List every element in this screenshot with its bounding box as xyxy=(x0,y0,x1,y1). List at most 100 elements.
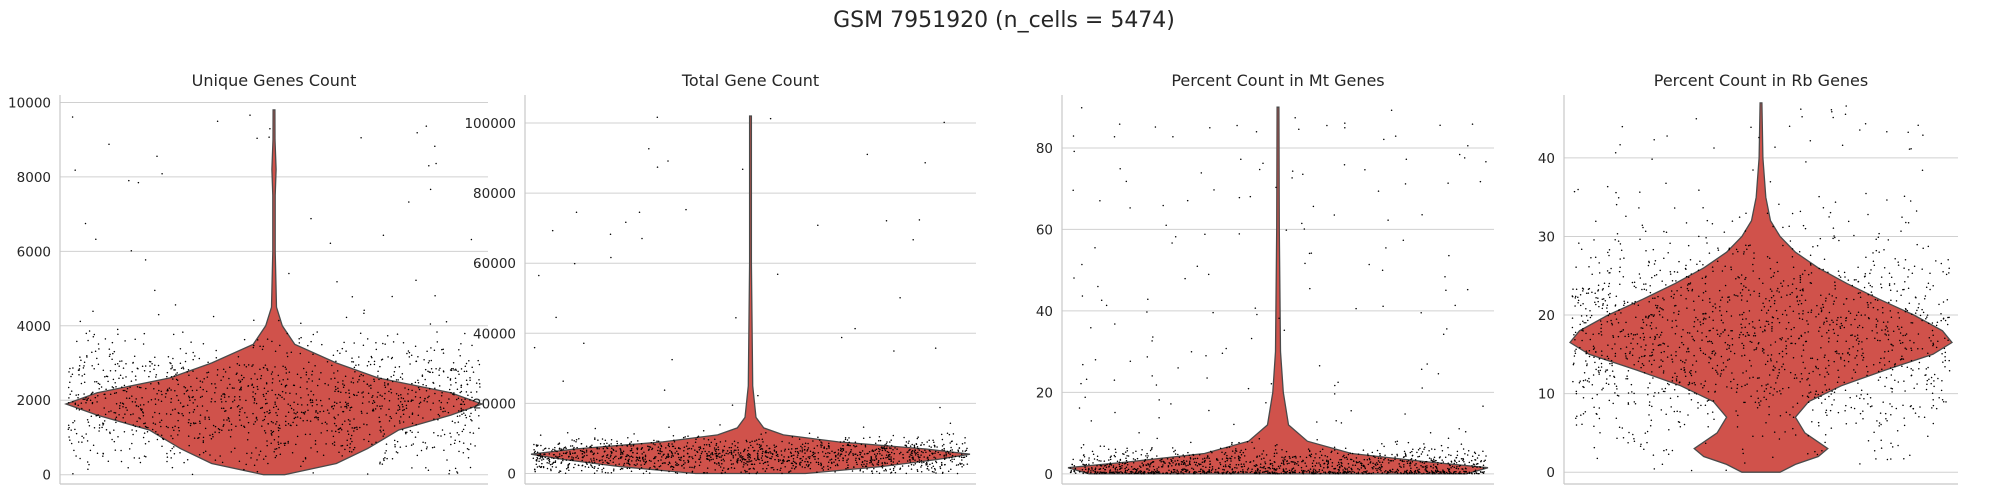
cell-point xyxy=(1318,365,1321,367)
cell-point xyxy=(276,420,278,423)
cell-point xyxy=(1094,359,1097,361)
cell-point xyxy=(892,467,895,470)
cell-point xyxy=(285,368,287,370)
cell-point xyxy=(1106,463,1108,466)
cell-point xyxy=(88,463,90,466)
cell-point xyxy=(350,434,353,437)
cell-point xyxy=(107,460,110,463)
cell-point xyxy=(224,371,227,373)
cell-point xyxy=(288,371,291,373)
cell-point xyxy=(1482,472,1485,474)
cell-point xyxy=(580,442,583,445)
cell-point xyxy=(854,446,856,448)
cell-point xyxy=(615,455,617,458)
cell-point xyxy=(1188,454,1191,457)
cell-point xyxy=(1200,468,1202,470)
cell-point xyxy=(831,450,833,453)
cell-point xyxy=(1147,455,1149,457)
cell-point xyxy=(1448,468,1450,471)
cell-point xyxy=(460,403,463,405)
cell-point xyxy=(1613,383,1616,385)
cell-point xyxy=(397,404,400,407)
cell-point xyxy=(1926,379,1929,382)
cell-point xyxy=(699,447,702,449)
cell-point xyxy=(776,453,779,456)
cell-point xyxy=(859,451,861,454)
cell-point xyxy=(949,459,952,462)
cell-point xyxy=(1836,323,1838,326)
cell-point xyxy=(276,414,278,417)
cell-point xyxy=(193,437,196,439)
cell-point xyxy=(1574,297,1577,299)
cell-point xyxy=(422,441,424,443)
cell-point xyxy=(625,221,627,223)
cell-point xyxy=(903,436,905,439)
cell-point xyxy=(130,413,132,416)
cell-point xyxy=(913,464,915,466)
cell-point xyxy=(560,448,562,450)
cell-point xyxy=(1716,329,1718,332)
cell-point xyxy=(1088,459,1090,461)
cell-point xyxy=(1625,346,1628,348)
cell-point xyxy=(157,364,160,367)
cell-point xyxy=(1900,230,1902,232)
cell-point xyxy=(1305,456,1308,459)
cell-point xyxy=(149,360,152,363)
cell-point xyxy=(1404,452,1407,455)
cell-point xyxy=(120,460,123,463)
cell-point xyxy=(561,454,563,457)
cell-point xyxy=(194,398,196,401)
cell-point xyxy=(683,455,685,457)
cell-point xyxy=(266,440,268,442)
cell-point xyxy=(104,413,107,416)
cell-point xyxy=(1357,453,1360,455)
cell-point xyxy=(1224,451,1227,454)
cell-point xyxy=(885,219,888,222)
cell-point xyxy=(315,409,317,412)
cell-point xyxy=(637,459,640,462)
cell-point xyxy=(606,447,609,450)
cell-point xyxy=(794,448,797,450)
cell-point xyxy=(287,411,290,414)
cell-point xyxy=(395,392,398,395)
cell-point xyxy=(272,421,274,424)
cell-point xyxy=(699,461,702,463)
cell-point xyxy=(333,404,336,407)
cell-point xyxy=(112,386,115,389)
cell-point xyxy=(156,392,158,395)
cell-point xyxy=(159,421,161,423)
cell-point xyxy=(874,449,876,451)
cell-point xyxy=(125,397,128,399)
cell-point xyxy=(1901,365,1903,367)
cell-point xyxy=(1579,293,1582,296)
cell-point xyxy=(1425,461,1427,463)
cell-point xyxy=(610,454,612,457)
cell-point xyxy=(719,424,721,426)
cell-point xyxy=(1442,470,1444,473)
cell-point xyxy=(1207,273,1210,276)
cell-point xyxy=(460,410,462,413)
cell-point xyxy=(1244,448,1247,451)
cell-point xyxy=(746,464,749,466)
cell-point xyxy=(821,442,823,444)
cell-point xyxy=(572,448,575,450)
cell-point xyxy=(594,466,596,468)
cell-point xyxy=(361,402,364,404)
cell-point xyxy=(1396,468,1399,471)
cell-point xyxy=(373,378,375,381)
cell-point xyxy=(212,435,214,438)
cell-point xyxy=(1801,377,1803,380)
cell-point xyxy=(933,456,935,459)
cell-point xyxy=(714,469,716,471)
cell-point xyxy=(459,415,461,417)
cell-point xyxy=(1591,273,1593,275)
cell-point xyxy=(1593,406,1595,409)
cell-point xyxy=(671,358,673,361)
cell-point xyxy=(1078,407,1081,409)
cell-point xyxy=(172,357,174,360)
cell-point xyxy=(948,456,951,459)
cell-point xyxy=(1909,339,1911,342)
cell-point xyxy=(1909,200,1912,202)
cell-point xyxy=(1786,294,1788,296)
cell-point xyxy=(1228,446,1231,448)
